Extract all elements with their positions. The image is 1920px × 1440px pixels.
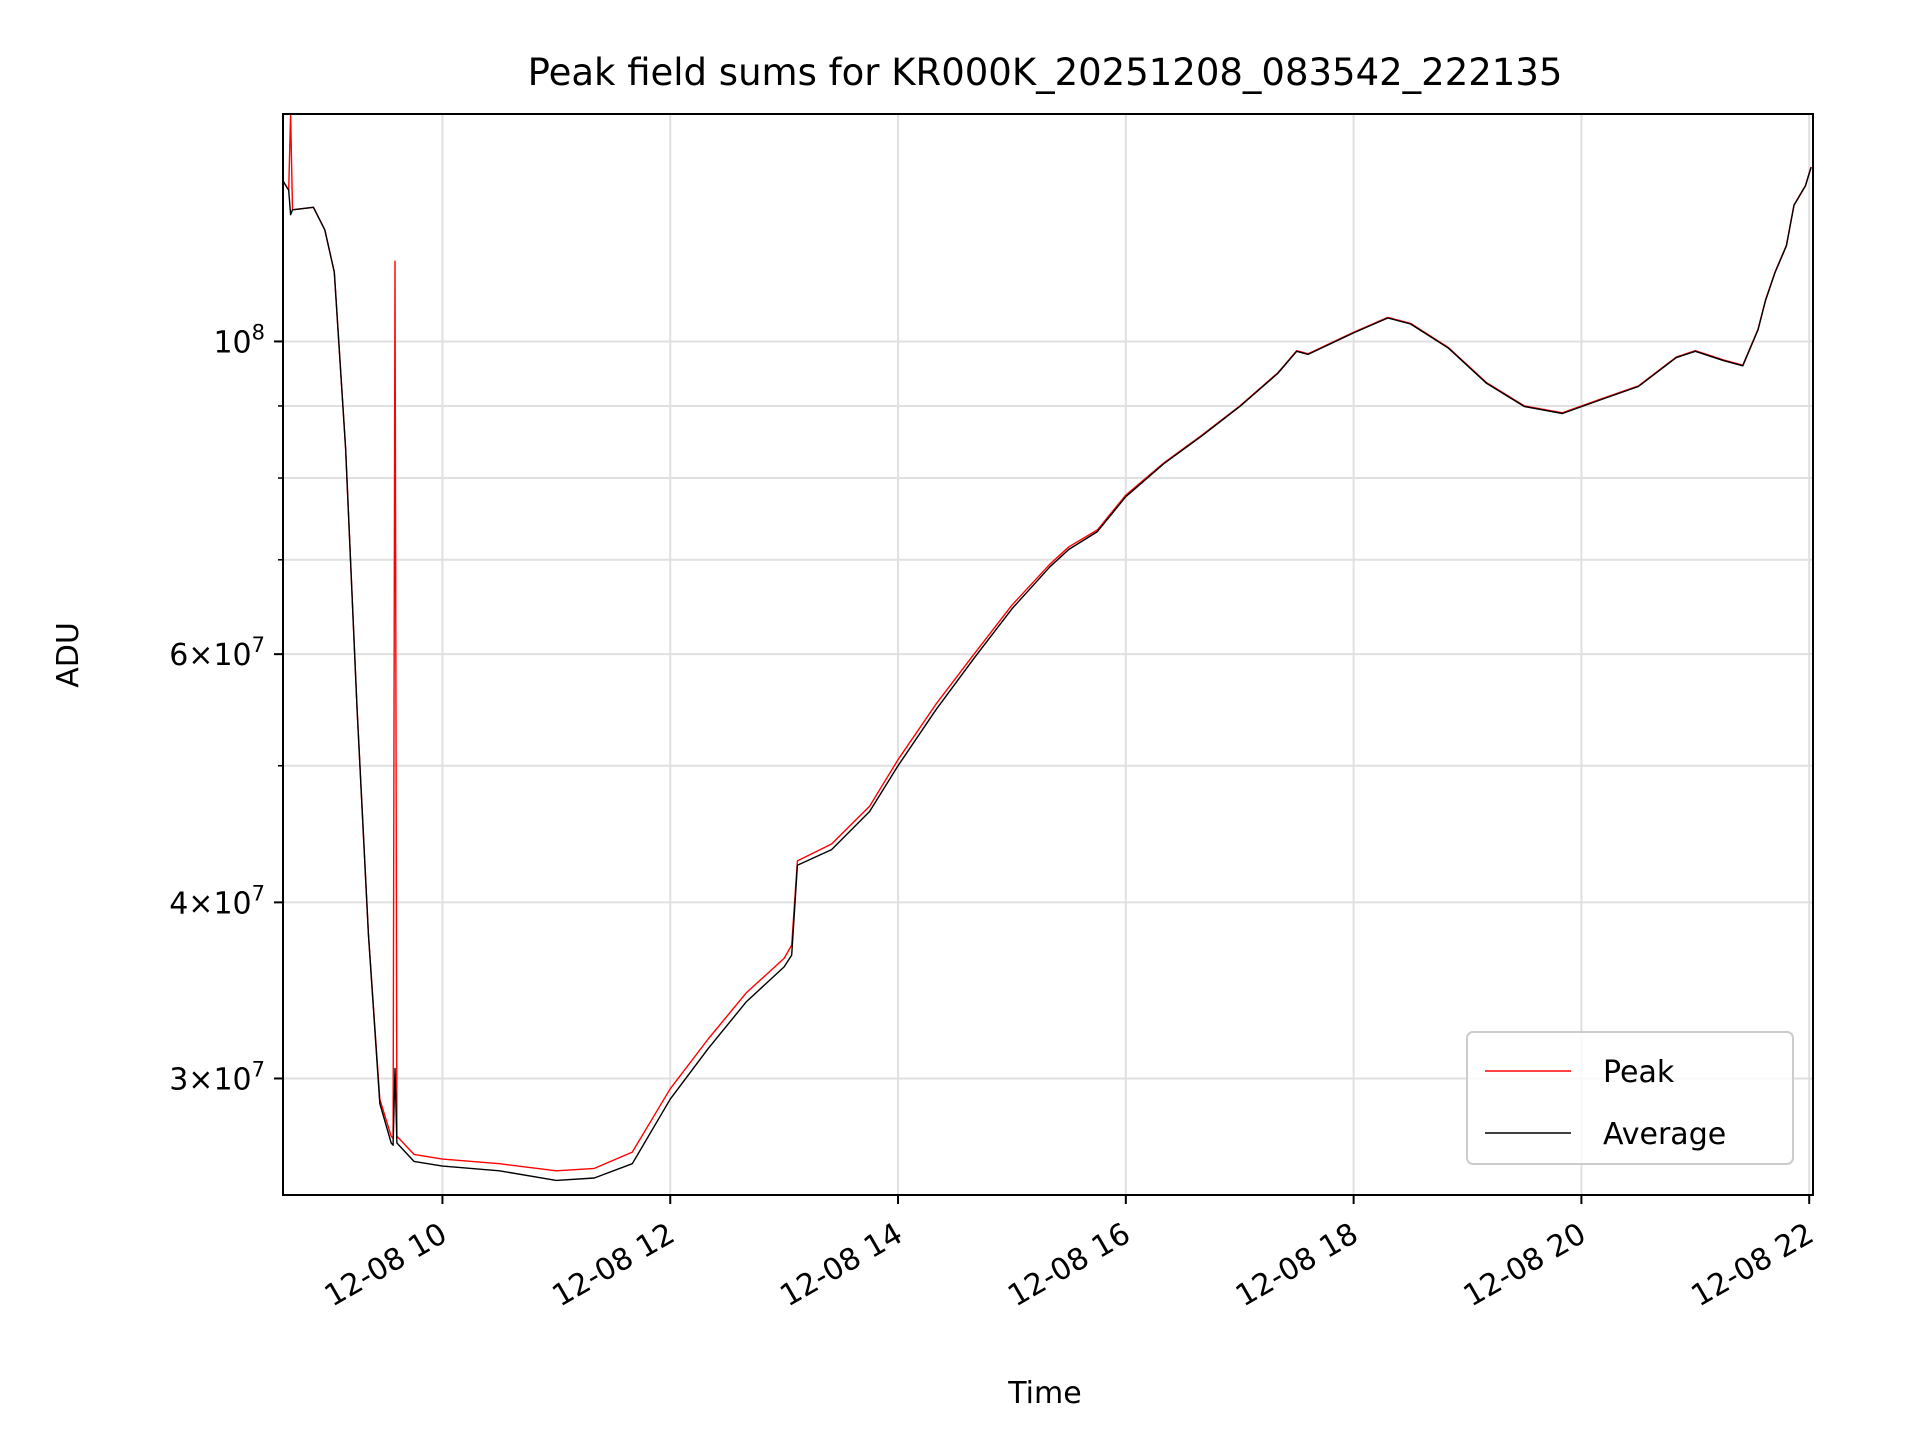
chart-title: Peak field sums for KR000K_20251208_0835… bbox=[528, 51, 1563, 94]
y-tick-label: 3×107 bbox=[169, 1057, 265, 1097]
legend: Peak Average bbox=[1466, 1031, 1794, 1165]
legend-label-peak: Peak bbox=[1603, 1055, 1675, 1090]
legend-box bbox=[1466, 1031, 1794, 1165]
y-axis-ticks: 108 6×107 4×107 3×107 bbox=[169, 320, 283, 1097]
series-line-average bbox=[282, 167, 1812, 1182]
grid bbox=[283, 114, 1813, 1195]
y-tick-label: 4×107 bbox=[169, 881, 265, 921]
y-tick-label: 108 bbox=[213, 320, 265, 360]
y-axis-label: ADU bbox=[51, 622, 86, 688]
x-axis-label: Time bbox=[1007, 1376, 1081, 1411]
y-tick-label: 6×107 bbox=[169, 633, 265, 673]
legend-label-average: Average bbox=[1603, 1117, 1726, 1152]
plot-lines bbox=[282, 113, 1812, 1182]
